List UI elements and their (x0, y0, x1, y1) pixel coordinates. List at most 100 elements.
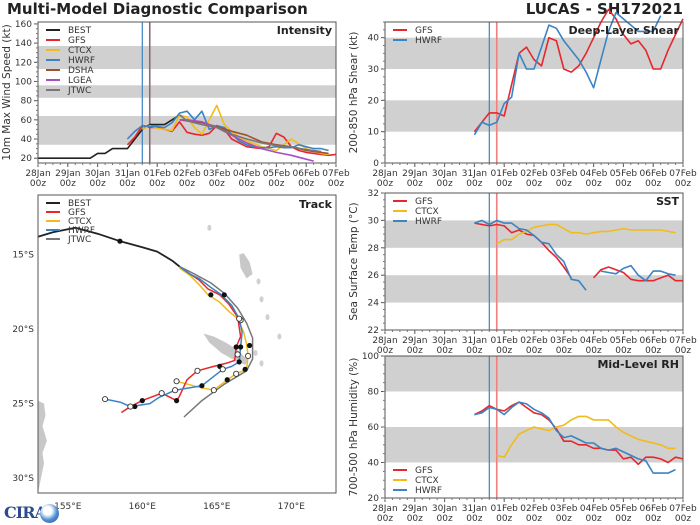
x-tick-label: 00z (298, 179, 314, 189)
x-tick-label: 00z (556, 514, 572, 524)
small-island (259, 360, 264, 367)
x-tick-label: 00z (615, 346, 631, 356)
lon-tick-label: 165°E (203, 502, 231, 512)
x-tick-label: 00z (328, 179, 344, 189)
track-marker-filled (236, 359, 242, 365)
legend-label-dsha: DSHA (68, 66, 94, 76)
track-marker-open (194, 367, 201, 374)
x-tick-label: 00z (377, 346, 393, 356)
x-tick-label: 03Feb (550, 336, 578, 346)
track-jtwc (179, 265, 254, 418)
y-tick-label: 60 (368, 423, 380, 433)
x-tick-label: 02Feb (520, 504, 548, 514)
x-tick-label: 00z (645, 346, 661, 356)
x-tick-label: 00z (675, 346, 691, 356)
y-tick-label: 100 (15, 77, 32, 87)
x-tick-label: 05Feb (610, 336, 638, 346)
y-tick-label: 60 (21, 116, 33, 126)
series-jtwc (179, 114, 322, 153)
x-tick-label: 05Feb (263, 169, 291, 179)
track-marker-filled (224, 377, 230, 383)
x-tick-label: 00z (407, 346, 423, 356)
y-tick-label: 30 (368, 216, 380, 226)
x-tick-label: 00z (466, 514, 482, 524)
x-tick-label: 30Jan (432, 169, 457, 179)
plot-background (385, 193, 683, 330)
cira-logo: CIRA (4, 503, 62, 523)
x-tick-label: 00z (675, 514, 691, 524)
lat-tick-label: 20°S (12, 325, 34, 335)
panel-track: 155°E 160°E 165°E 170°E 15°S 20°S 25°S 30°S Trac… (12, 194, 337, 512)
y-tick-label: 28 (368, 244, 380, 254)
x-tick-label: 29Jan (402, 504, 427, 514)
x-tick-label: 00z (556, 346, 572, 356)
legend-label-ctcx: CTCX (68, 217, 92, 227)
x-tick-label: 00z (209, 179, 225, 189)
x-tick-label: 03Feb (550, 504, 578, 514)
series-dsha (179, 119, 329, 155)
legend-label-lgea: LGEA (68, 76, 93, 86)
y-tick-label: 26 (368, 271, 380, 281)
x-tick-label: 01Feb (491, 504, 519, 514)
lat-tick-label: 25°S (12, 400, 34, 410)
panel-intensity: 2040608010012014016028Jan00z29Jan00z30Ja… (1, 20, 350, 189)
track-marker-filled (238, 344, 244, 350)
x-tick-label: 29Jan (55, 169, 80, 179)
x-tick-label: 00z (526, 346, 542, 356)
x-tick-label: 04Feb (233, 169, 261, 179)
x-tick-label: 00z (526, 179, 542, 189)
x-tick-label: 00z (615, 179, 631, 189)
x-tick-label: 06Feb (640, 169, 668, 179)
legend-label-gfs: GFS (68, 208, 86, 218)
track-marker-open (173, 378, 180, 385)
y-tick-label: 20 (368, 494, 380, 504)
y-tick-label: 80 (368, 388, 380, 398)
lat-tick-label: 15°S (12, 251, 34, 261)
land-vanuatu (239, 253, 253, 279)
x-tick-label: 31Jan (462, 504, 487, 514)
y-tick-label: 100 (362, 352, 379, 362)
y-tick-label: 10 (368, 128, 380, 138)
x-tick-label: 00z (377, 179, 393, 189)
legend-label-gfs: GFS (415, 26, 433, 36)
x-tick-label: 00z (437, 346, 453, 356)
legend-label-hwrf: HWRF (415, 486, 442, 496)
x-tick-label: 29Jan (402, 169, 427, 179)
x-tick-label: 00z (268, 179, 284, 189)
panel-title: Track (299, 198, 333, 211)
panel-shear: 01020304028Jan00z29Jan00z30Jan00z31Jan00… (348, 8, 697, 189)
x-tick-label: 00z (586, 346, 602, 356)
x-tick-label: 00z (586, 179, 602, 189)
small-island (256, 278, 261, 285)
x-tick-label: 00z (586, 514, 602, 524)
y-tick-label: 160 (15, 20, 32, 30)
legend-label-gfs: GFS (415, 197, 433, 207)
legend-label-jtwc: JTWC (67, 86, 91, 96)
series-best (38, 114, 180, 159)
x-tick-label: 01Feb (144, 169, 172, 179)
lat-tick-label: 30°S (12, 474, 34, 484)
x-tick-label: 00z (526, 514, 542, 524)
series-lgea (179, 119, 314, 162)
legend-label-best: BEST (68, 199, 92, 209)
series-ctcx (496, 223, 676, 245)
globe-icon (40, 504, 59, 523)
track-marker-open (234, 351, 241, 358)
lon-tick-label: 170°E (278, 502, 306, 512)
x-tick-label: 30Jan (432, 504, 457, 514)
x-tick-label: 00z (30, 179, 46, 189)
track-marker-filled (233, 344, 239, 350)
legend-label-gfs: GFS (68, 36, 86, 46)
lon-tick-label: 155°E (54, 502, 82, 512)
map-frame (37, 194, 337, 494)
x-tick-label: 00z (179, 179, 195, 189)
y-axis-label: 200-850 hPa Shear (kt) (348, 32, 360, 154)
x-tick-label: 00z (377, 514, 393, 524)
series-hwrf (473, 11, 662, 136)
x-tick-label: 06Feb (640, 504, 668, 514)
y-axis-label: 700-500 hPa Humidity (%) (348, 358, 360, 497)
x-tick-label: 07Feb (669, 169, 697, 179)
legend-label-best: BEST (68, 26, 92, 36)
track-marker-open (233, 370, 240, 377)
x-tick-label: 05Feb (610, 169, 638, 179)
